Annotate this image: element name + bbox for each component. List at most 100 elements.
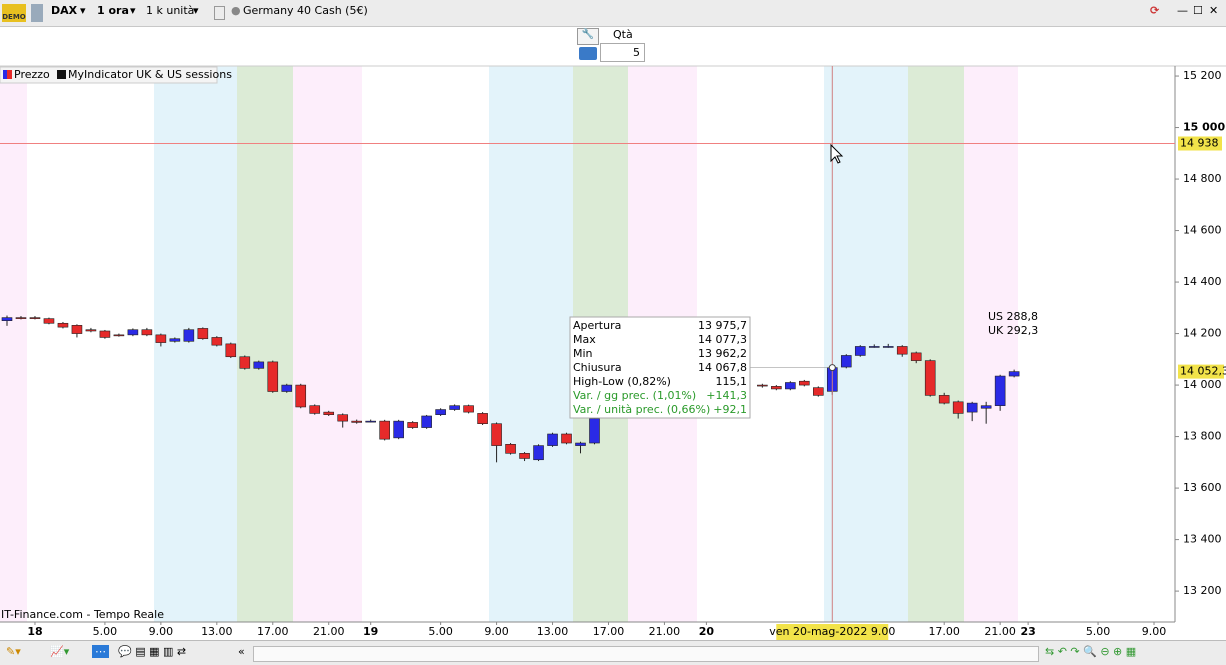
candle-body bbox=[477, 413, 488, 425]
candle-body bbox=[211, 337, 223, 346]
candle-body bbox=[225, 343, 237, 358]
draw-tool[interactable]: ✎▾ bbox=[6, 645, 21, 658]
x-tick-label: 17.00 bbox=[593, 625, 625, 638]
legend-label: MyIndicator UK & US sessions bbox=[68, 68, 232, 81]
demo-icon[interactable]: DEMO bbox=[2, 4, 26, 22]
tooltip-label: Var. / gg prec. (1,01%) bbox=[573, 389, 696, 402]
legend-swatch bbox=[57, 70, 66, 79]
qty-input[interactable]: 5 bbox=[600, 43, 645, 62]
tooltip-label: Min bbox=[573, 347, 593, 360]
candle-body bbox=[896, 346, 908, 355]
candle-body bbox=[449, 405, 460, 410]
candle-body bbox=[239, 356, 251, 369]
dropdown-arrow[interactable]: ▾ bbox=[80, 4, 86, 17]
candle-body bbox=[575, 442, 586, 446]
keypad-button[interactable] bbox=[579, 47, 597, 60]
candle-body bbox=[966, 402, 978, 413]
share[interactable]: ⋯ bbox=[92, 645, 109, 658]
candle-body bbox=[813, 387, 824, 396]
candle-body bbox=[1008, 371, 1020, 377]
candle-body bbox=[519, 453, 530, 459]
last-price-box bbox=[1178, 364, 1224, 379]
x-tick-label: 23 bbox=[1020, 625, 1035, 638]
tools[interactable]: 💬 ▤ ▦ ▥ ⇄ bbox=[118, 645, 187, 658]
x-tick-label: 5.00 bbox=[1086, 625, 1111, 638]
session-band bbox=[0, 66, 27, 622]
session-band bbox=[964, 66, 1018, 622]
candle-body bbox=[924, 360, 936, 396]
candle-body bbox=[29, 317, 41, 319]
x-tick-label: 17.00 bbox=[257, 625, 289, 638]
dropdown-arrow[interactable]: ▾ bbox=[193, 4, 199, 17]
candle-body bbox=[85, 329, 97, 332]
info-icon[interactable] bbox=[214, 6, 225, 20]
tooltip-box bbox=[569, 316, 751, 419]
candle-body bbox=[435, 409, 446, 415]
candle-body bbox=[253, 361, 265, 369]
scroll-left[interactable]: « bbox=[238, 645, 245, 658]
y-tick-label: 13 600 bbox=[1183, 481, 1222, 494]
y-tick-label: 15 000 bbox=[1183, 121, 1225, 134]
shield-icon[interactable] bbox=[31, 4, 43, 22]
candle-body bbox=[169, 338, 181, 342]
x-tick-label: 19 bbox=[363, 625, 378, 638]
top-toolbar: DEMO DAX ▾ 1 ora ▾ 1 k unità ▾ ● Germany… bbox=[0, 0, 1226, 27]
session-band bbox=[293, 66, 362, 622]
candle-body bbox=[379, 420, 390, 440]
tooltip-label: Max bbox=[573, 333, 596, 346]
candle-body bbox=[910, 352, 922, 361]
candle-body bbox=[840, 355, 852, 368]
close[interactable]: ✕ bbox=[1209, 4, 1219, 17]
refresh-icon[interactable]: ⟳ bbox=[1150, 4, 1160, 17]
y-tick-label: 14 200 bbox=[1183, 327, 1222, 340]
x-tick-label: 9.00 bbox=[484, 625, 509, 638]
candle-body bbox=[183, 329, 195, 342]
candle-body bbox=[533, 445, 544, 461]
candle-body bbox=[757, 384, 768, 387]
candle-body bbox=[323, 411, 335, 415]
dropdown-arrow[interactable]: ▾ bbox=[130, 4, 136, 17]
crosshair-label: ven 20-mag-2022 9.00 bbox=[769, 625, 895, 638]
settings-button[interactable]: 🔧 bbox=[577, 28, 599, 45]
candle-body bbox=[952, 401, 964, 414]
candle-body bbox=[938, 395, 950, 404]
candle-body bbox=[771, 386, 782, 390]
candle-body bbox=[365, 420, 376, 423]
minimize[interactable]: — bbox=[1177, 4, 1188, 17]
y-tick-label: 14 800 bbox=[1183, 172, 1222, 185]
tooltip-label: Chiusura bbox=[573, 361, 622, 374]
x-tick-label: 9.00 bbox=[149, 625, 174, 638]
candle-body bbox=[868, 346, 880, 348]
session-annotation: UK 292,3 bbox=[988, 324, 1038, 337]
nav-buttons[interactable]: ⇆ ↶ ↷ 🔍 ⊖ ⊕ ▦ bbox=[1045, 645, 1137, 658]
y-tick-label: 14 400 bbox=[1183, 275, 1222, 288]
symbol[interactable]: DAX bbox=[51, 4, 78, 17]
candle-body bbox=[295, 384, 307, 408]
tooltip-label: Apertura bbox=[573, 319, 621, 332]
maximize[interactable]: ☐ bbox=[1193, 4, 1203, 17]
session-band bbox=[489, 66, 573, 622]
qty-label: Qtà bbox=[613, 28, 633, 41]
legend-label: Prezzo bbox=[14, 68, 50, 81]
candle-body bbox=[43, 318, 55, 324]
x-tick-label: 21.00 bbox=[649, 625, 681, 638]
candle-body bbox=[589, 418, 600, 444]
candle-body bbox=[799, 380, 810, 386]
units[interactable]: 1 k unità bbox=[146, 4, 195, 17]
candle-body bbox=[463, 405, 474, 413]
x-tick-label: 5.00 bbox=[428, 625, 453, 638]
y-tick-label: 13 800 bbox=[1183, 430, 1222, 443]
chart-type[interactable]: 📈▾ bbox=[50, 645, 70, 658]
session-band bbox=[824, 66, 908, 622]
instrument: Germany 40 Cash (5€) bbox=[243, 4, 368, 17]
candle-body bbox=[267, 361, 279, 392]
candle-body bbox=[351, 420, 362, 423]
tooltip-value: 14 077,3 bbox=[698, 333, 747, 346]
x-tick-label: 13.00 bbox=[201, 625, 233, 638]
x-tick-label: 21.00 bbox=[984, 625, 1016, 638]
scrollbar[interactable] bbox=[253, 646, 1039, 662]
period[interactable]: 1 ora bbox=[97, 4, 129, 17]
x-tick-label: 5.00 bbox=[93, 625, 118, 638]
tooltip-value: 14 067,8 bbox=[698, 361, 747, 374]
